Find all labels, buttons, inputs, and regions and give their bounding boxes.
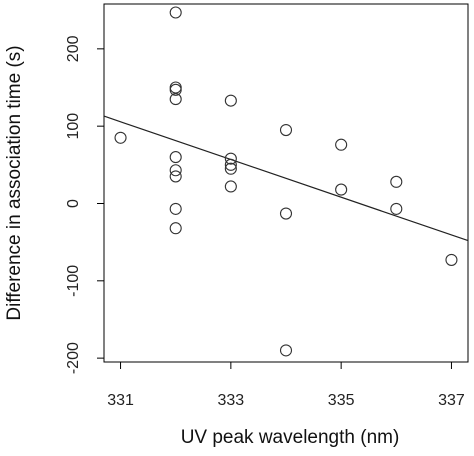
data-point	[169, 222, 182, 235]
data-points	[114, 6, 458, 357]
data-point	[169, 170, 182, 183]
y-tick-label: 0	[65, 199, 82, 208]
data-point	[390, 202, 403, 215]
y-tick-label: -100	[65, 265, 82, 297]
data-point	[224, 94, 237, 107]
data-point	[169, 6, 182, 19]
x-tick-label: 337	[438, 392, 465, 409]
data-point	[445, 253, 458, 266]
y-tick-label: 200	[65, 35, 82, 62]
data-point	[169, 202, 182, 215]
data-point	[114, 131, 127, 144]
y-tick-label: 100	[65, 113, 82, 140]
data-point	[169, 151, 182, 164]
data-point	[169, 81, 182, 94]
data-point	[390, 175, 403, 188]
data-point	[169, 83, 182, 96]
data-point	[335, 183, 348, 196]
data-point	[169, 164, 182, 177]
x-tick-label: 335	[328, 392, 355, 409]
x-axis: 331 333 335 337	[107, 362, 465, 409]
x-tick-label: 331	[107, 392, 134, 409]
regression-line	[103, 115, 469, 242]
y-axis-title: Difference in association time (s)	[4, 45, 25, 320]
data-point	[279, 207, 293, 220]
data-point	[224, 158, 237, 171]
data-point	[335, 138, 348, 151]
data-point	[279, 123, 293, 137]
data-point	[279, 344, 293, 357]
plot-frame	[103, 3, 469, 363]
y-tick-label: -200	[65, 342, 82, 374]
data-point	[224, 152, 237, 165]
data-point	[169, 93, 182, 106]
x-tick-label: 333	[217, 392, 244, 409]
data-point	[224, 162, 237, 175]
x-axis-title: UV peak wavelength (nm)	[181, 427, 400, 448]
y-axis: -200 -100 0 100 200	[65, 35, 104, 374]
data-point	[224, 180, 237, 193]
